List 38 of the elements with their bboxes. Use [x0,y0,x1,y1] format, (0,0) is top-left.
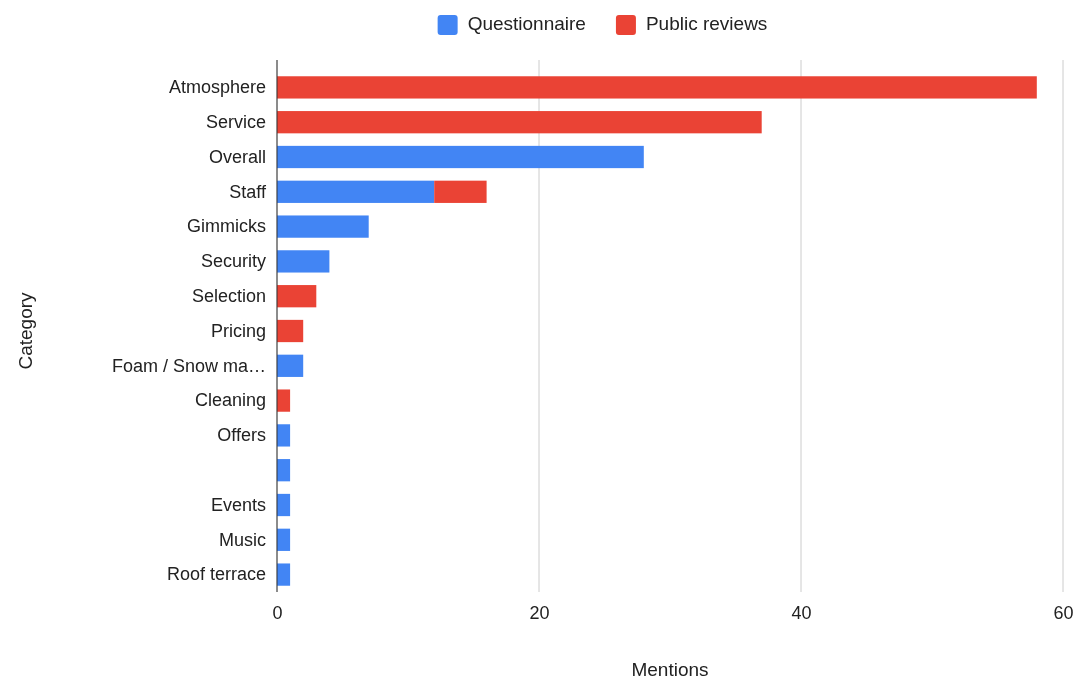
legend-label: Public reviews [645,13,768,34]
y-tick-label: Pricing [210,320,266,341]
x-tick-label: 20 [529,602,550,623]
y-tick-label: Selection [191,285,266,306]
y-tick-label: Foam / Snow ma… [111,355,266,376]
y-tick-label: Cleaning [194,390,266,411]
bar [277,111,762,134]
y-axis-title: Category [15,291,36,370]
bar [277,180,435,203]
y-tick-label: Roof terrace [166,564,266,585]
y-tick-label: Music [218,529,266,550]
bar [277,563,291,586]
bar [277,215,369,238]
bar [434,180,487,203]
x-tick-label: 0 [272,602,283,623]
y-tick-label: Offers [217,425,266,446]
y-tick-label: Atmosphere [168,77,266,98]
y-tick-label: Security [200,251,266,272]
bar [277,285,317,308]
x-axis-title: Mentions [631,659,709,680]
bar [277,354,304,377]
bar [277,424,291,447]
bar [277,528,291,551]
y-tick-label: Gimmicks [187,216,266,237]
y-tick-label: Events [210,494,266,515]
bar [277,389,291,412]
legend-label: Questionnaire [467,13,586,34]
y-tick-label: Service [205,111,266,132]
bar [277,76,1037,99]
bar [277,145,644,169]
bar [277,250,330,273]
bar [277,493,291,517]
y-tick-label: Overall [208,146,266,167]
bar [277,319,304,343]
y-tick-label: Staff [229,181,267,202]
x-tick-label: 40 [791,602,812,623]
bar [277,459,291,482]
x-tick-label: 60 [1053,602,1074,623]
